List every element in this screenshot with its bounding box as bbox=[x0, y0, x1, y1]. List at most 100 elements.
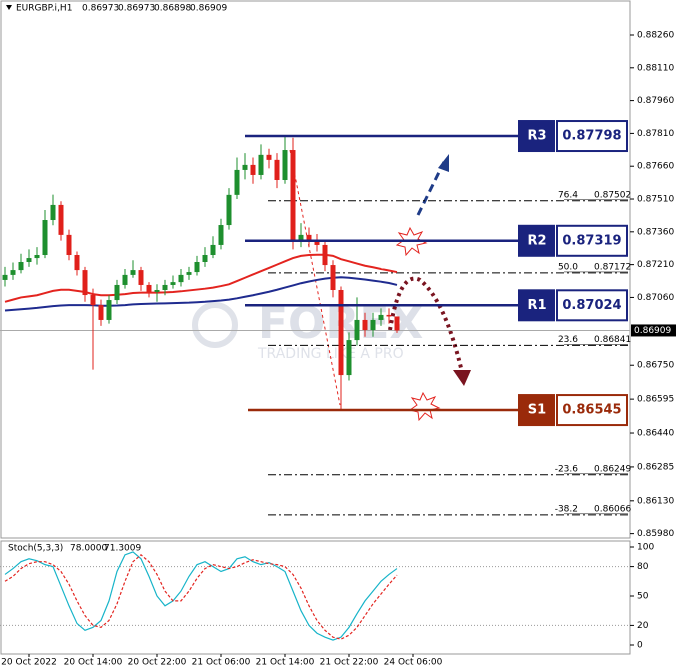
y-tick-label: 0.87360 bbox=[637, 227, 674, 237]
symbol: EURGBP.i,H1 bbox=[16, 4, 72, 14]
x-tick-label: 21 Oct 22:00 bbox=[320, 658, 379, 668]
fib-value: 0.86066 bbox=[594, 504, 631, 514]
stoch-tick-label: 80 bbox=[637, 562, 649, 572]
x-tick-label: 24 Oct 06:00 bbox=[384, 658, 443, 668]
candle-body bbox=[58, 204, 64, 235]
level-value: 0.87024 bbox=[562, 298, 621, 313]
menu-triangle bbox=[6, 5, 12, 10]
watermark-logo bbox=[192, 302, 238, 348]
y-tick-label: 0.87510 bbox=[637, 195, 674, 205]
stoch-frame bbox=[0, 540, 631, 655]
level-name: R1 bbox=[527, 298, 546, 313]
candle-body bbox=[258, 154, 264, 175]
ohlc-low: 0.86898 bbox=[154, 4, 191, 14]
y-tick-label: 0.87810 bbox=[637, 129, 674, 139]
candle-body bbox=[66, 234, 72, 256]
candle-body bbox=[170, 282, 176, 285]
fib-value: 0.86841 bbox=[594, 335, 631, 345]
candle-body bbox=[18, 262, 24, 271]
level-value: 0.87319 bbox=[562, 233, 621, 248]
candle-body bbox=[50, 204, 56, 221]
level-value-box bbox=[556, 289, 628, 322]
y-tick-label: 0.86285 bbox=[637, 462, 674, 472]
watermark-tagline: TRADING LIKE A PRO bbox=[257, 346, 404, 362]
y-tick-label: 0.86750 bbox=[637, 361, 674, 371]
candle-body bbox=[330, 265, 336, 290]
candle-body bbox=[378, 314, 384, 320]
candle-body bbox=[354, 319, 360, 341]
y-tick-label: 0.87060 bbox=[637, 293, 674, 303]
y-tick-label: 0.87960 bbox=[637, 96, 674, 106]
candle-body bbox=[210, 244, 216, 256]
candle-body bbox=[194, 262, 200, 273]
y-tick-label: 0.86130 bbox=[637, 496, 674, 506]
candle-body bbox=[290, 150, 296, 240]
candle-body bbox=[250, 164, 256, 175]
level-name: S1 bbox=[528, 403, 546, 418]
level-value: 0.86545 bbox=[562, 403, 621, 418]
candle-body bbox=[186, 272, 192, 275]
x-tick-label: 20 Oct 14:00 bbox=[64, 658, 123, 668]
candle-body bbox=[130, 270, 136, 275]
candle-body bbox=[26, 258, 32, 263]
candle-body bbox=[114, 284, 120, 301]
stoch-tick-label: 0 bbox=[637, 641, 643, 651]
candle-body bbox=[34, 255, 40, 259]
candle-body bbox=[2, 274, 8, 280]
candle-body bbox=[306, 234, 312, 240]
moving-average bbox=[4, 253, 398, 303]
up-arrow bbox=[416, 161, 446, 216]
fib-name: 23.6 bbox=[558, 335, 578, 345]
candle-body bbox=[274, 159, 280, 180]
level-value-box bbox=[556, 394, 628, 427]
candle-body bbox=[162, 284, 168, 290]
candle-body bbox=[138, 270, 144, 285]
level-name: R2 bbox=[527, 233, 546, 248]
fib-name: 76.4 bbox=[558, 190, 578, 200]
candle-body bbox=[98, 305, 104, 320]
candle-body bbox=[178, 274, 184, 283]
x-tick-label: 20 Oct 22:00 bbox=[128, 658, 187, 668]
candle-body bbox=[202, 255, 208, 263]
stoch-tick-label: 50 bbox=[637, 592, 649, 602]
y-tick-label: 0.87660 bbox=[637, 162, 674, 172]
candle-body bbox=[394, 316, 400, 331]
ohlc-close: 0.86909 bbox=[190, 4, 227, 14]
candle-body bbox=[362, 319, 368, 331]
fib-name: 50.0 bbox=[558, 262, 578, 272]
down-arrow-head bbox=[453, 370, 471, 386]
y-tick-label: 0.88110 bbox=[637, 63, 674, 73]
down-arrow bbox=[388, 276, 464, 373]
fib-name: -38.2 bbox=[555, 504, 578, 514]
level-tag bbox=[518, 289, 555, 322]
last-price-label: 0.86909 bbox=[634, 326, 671, 336]
y-tick-label: 0.86440 bbox=[637, 429, 674, 439]
ohlc-open: 0.86973 bbox=[82, 4, 119, 14]
candle-body bbox=[154, 289, 160, 292]
y-tick-label: 0.87210 bbox=[637, 260, 674, 270]
candle-body bbox=[226, 194, 232, 226]
candle-body bbox=[42, 220, 48, 256]
level-name: R3 bbox=[527, 129, 546, 144]
stoch-line bbox=[4, 551, 398, 641]
level-value: 0.87798 bbox=[562, 129, 621, 144]
fib-value: 0.87502 bbox=[594, 190, 631, 200]
candle-body bbox=[322, 244, 328, 266]
stoch-tick-label: 20 bbox=[637, 621, 649, 631]
candle-body bbox=[370, 319, 376, 331]
level-tag bbox=[518, 394, 555, 427]
candle-body bbox=[266, 154, 272, 160]
level-tag bbox=[518, 224, 555, 257]
candle-body bbox=[90, 295, 96, 306]
candle-body bbox=[146, 284, 152, 292]
stoch-k-value: 78.0000 bbox=[70, 544, 107, 554]
candle-body bbox=[242, 164, 248, 170]
candle-body bbox=[346, 340, 352, 376]
candle-body bbox=[386, 314, 392, 317]
ohlc-high: 0.86973 bbox=[118, 4, 155, 14]
x-tick-label: 21 Oct 06:00 bbox=[192, 658, 251, 668]
fib-value: 0.87172 bbox=[594, 262, 631, 272]
level-value-box bbox=[556, 224, 628, 257]
